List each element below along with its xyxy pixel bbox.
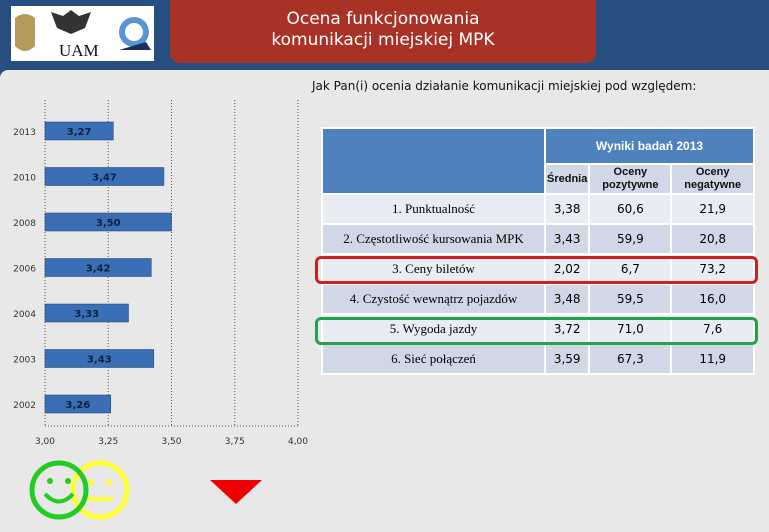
table-row: 6. Sieć połączeń 3,59 67,3 11,9	[321, 343, 755, 375]
corner-cell	[321, 127, 546, 195]
y-tick-label: 2002	[13, 401, 36, 411]
y-tick-label: 2008	[13, 219, 36, 229]
x-tick-label: 3,75	[225, 437, 245, 447]
bar-chart: 3,00 3,25 3,50 3,75 4,00 2013 3,27 2010 3,47 2008…	[13, 100, 308, 447]
title-box: Ocena funkcjonowania komunikacji miejski…	[170, 0, 596, 63]
best-highlight	[315, 317, 758, 345]
col-header: Oceny negatywne	[670, 163, 755, 195]
avg-cell: 3,43	[543, 223, 591, 255]
y-tick-label: 2003	[13, 356, 36, 366]
neutral-face-icon	[70, 460, 130, 520]
data-label: 3,50	[96, 218, 121, 229]
row-label: 6. Sieć połączeń	[321, 343, 546, 375]
positive-cell: 60,6	[588, 193, 673, 225]
title-line2: komunikacji miejskiej MPK	[271, 30, 495, 50]
positive-cell: 67,3	[588, 343, 673, 375]
data-label: 3,26	[66, 400, 91, 411]
table-row: 2. Częstotliwość kursowania MPK 3,43 59,9 2…	[321, 223, 755, 255]
table-row: 1. Punktualność 3,38 60,6 21,9	[321, 193, 755, 225]
col-header: Średnia	[543, 163, 591, 195]
down-arrow-icon	[210, 480, 262, 504]
group-header: Wyniki badań 2013	[544, 127, 755, 165]
happy-face-icon	[29, 460, 89, 520]
logo-images: UAM	[15, 10, 151, 60]
bar	[44, 258, 152, 277]
bar	[44, 212, 172, 232]
data-label: 3,47	[92, 173, 117, 184]
data-label: 3,42	[86, 264, 111, 275]
y-tick-label: 2004	[13, 310, 36, 320]
negative-cell: 16,0	[670, 283, 755, 315]
bar	[44, 303, 129, 323]
x-tick-label: 3,50	[161, 437, 181, 447]
logos: UAM	[11, 6, 154, 61]
negative-cell: 20,8	[670, 223, 755, 255]
bar	[44, 121, 114, 141]
x-tick-label: 3,25	[98, 437, 118, 447]
bar	[44, 394, 112, 414]
question-text: Jak Pan(i) ocenia działanie komunikacji …	[312, 79, 697, 93]
eagle-icon	[51, 10, 91, 34]
y-tick-label: 2006	[13, 265, 36, 275]
positive-cell: 59,9	[588, 223, 673, 255]
y-tick-label: 2010	[13, 174, 36, 184]
row-label: 1. Punktualność	[321, 193, 546, 225]
row-label: 2. Częstotliwość kursowania MPK	[321, 223, 546, 255]
avg-cell: 3,59	[543, 343, 591, 375]
negative-cell: 11,9	[670, 343, 755, 375]
smileys	[29, 460, 130, 520]
coat-of-arms-icon	[15, 14, 35, 51]
positive-cell: 59,5	[588, 283, 673, 315]
bar	[44, 167, 165, 186]
data-label: 3,33	[74, 309, 99, 320]
avg-cell: 3,48	[543, 283, 591, 315]
negative-cell: 21,9	[670, 193, 755, 225]
data-label: 3,27	[67, 127, 92, 138]
uam-logo-text: UAM	[59, 41, 99, 60]
y-tick-label: 2013	[13, 128, 36, 138]
table-row: 4. Czystość wewnątrz pojazdów 3,48 59,5 16,…	[321, 283, 755, 315]
col-header: Oceny pozytywne	[588, 163, 673, 195]
x-tick-label: 3,00	[35, 437, 55, 447]
title-line1: Ocena funkcjonowania	[286, 9, 480, 29]
x-tick-label: 4,00	[288, 437, 308, 447]
avg-cell: 3,38	[543, 193, 591, 225]
worst-highlight	[315, 256, 758, 284]
row-label: 4. Czystość wewnątrz pojazdów	[321, 283, 546, 315]
bar	[44, 349, 155, 368]
data-label: 3,43	[87, 355, 112, 366]
